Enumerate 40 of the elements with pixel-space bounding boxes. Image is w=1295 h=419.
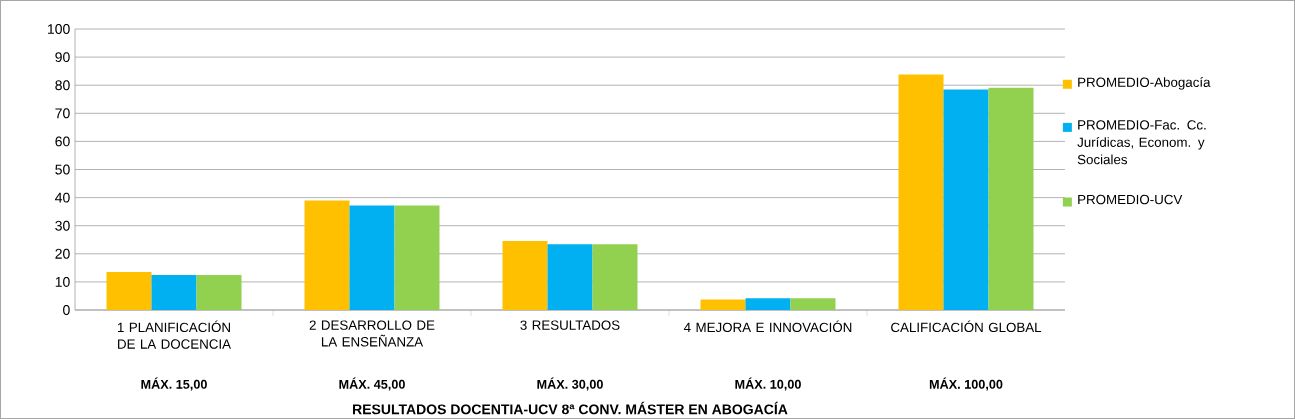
bar (394, 205, 440, 311)
y-tick-label: 80 (55, 80, 70, 91)
y-tick-label: 20 (55, 248, 70, 259)
y-tick-label: 90 (55, 52, 70, 63)
bar (790, 298, 836, 311)
legend-label: PROMEDIO-UCV (1078, 194, 1183, 205)
bar (700, 299, 746, 311)
text: MÁX. 30,00 (537, 377, 603, 391)
text: MÁX. 10,00 (735, 377, 801, 391)
bar (988, 87, 1034, 311)
bar (943, 89, 989, 311)
bar (106, 272, 152, 311)
text: MÁX. 100,00 (929, 377, 1003, 391)
bar (304, 200, 350, 311)
bar (196, 274, 242, 311)
y-tick-label: 50 (55, 164, 70, 175)
legend-label: PROMEDIO-Fac. Cc. Jurídicas, Econom. y Sociales (1077, 120, 1206, 165)
y-tick-label: 60 (55, 136, 70, 147)
x-tick-label: 2 DESARROLLO DE LA ENSEÑANZA (309, 320, 435, 347)
y-tick-label: 70 (55, 108, 70, 119)
x-tick-label: 1 PLANIFICACIÓN DE LA DOCENCIA (117, 320, 231, 349)
y-tick-label: 40 (55, 192, 70, 203)
bar (502, 240, 548, 311)
text: MÁX. 45,00 (339, 377, 405, 391)
x-tick-label: CALIFICACIÓN GLOBAL (891, 320, 1042, 333)
legend-label: PROMEDIO-Abogacía (1078, 77, 1211, 90)
y-tick-label: 0 (63, 305, 70, 315)
bar (547, 244, 593, 311)
bar (592, 244, 638, 311)
bar (349, 205, 395, 311)
y-tick-label: 100 (48, 24, 70, 34)
x-tick-label: 4 MEJORA E INNOVACIÓN (683, 320, 852, 333)
bar (898, 74, 944, 311)
text: MÁX. 15,00 (141, 377, 207, 391)
y-tick-label: 10 (55, 276, 70, 287)
text: RESULTADOS DOCENTIA-UCV 8ª CONV. MÁSTER EN ABOGACÍA (353, 401, 788, 415)
bar (151, 274, 197, 311)
y-tick-label: 30 (55, 220, 70, 231)
bar (745, 298, 791, 311)
x-tick-label: 3 RESULTADOS (520, 320, 620, 330)
